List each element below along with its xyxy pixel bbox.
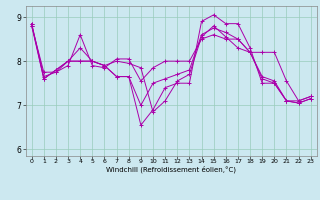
X-axis label: Windchill (Refroidissement éolien,°C): Windchill (Refroidissement éolien,°C) — [106, 166, 236, 173]
